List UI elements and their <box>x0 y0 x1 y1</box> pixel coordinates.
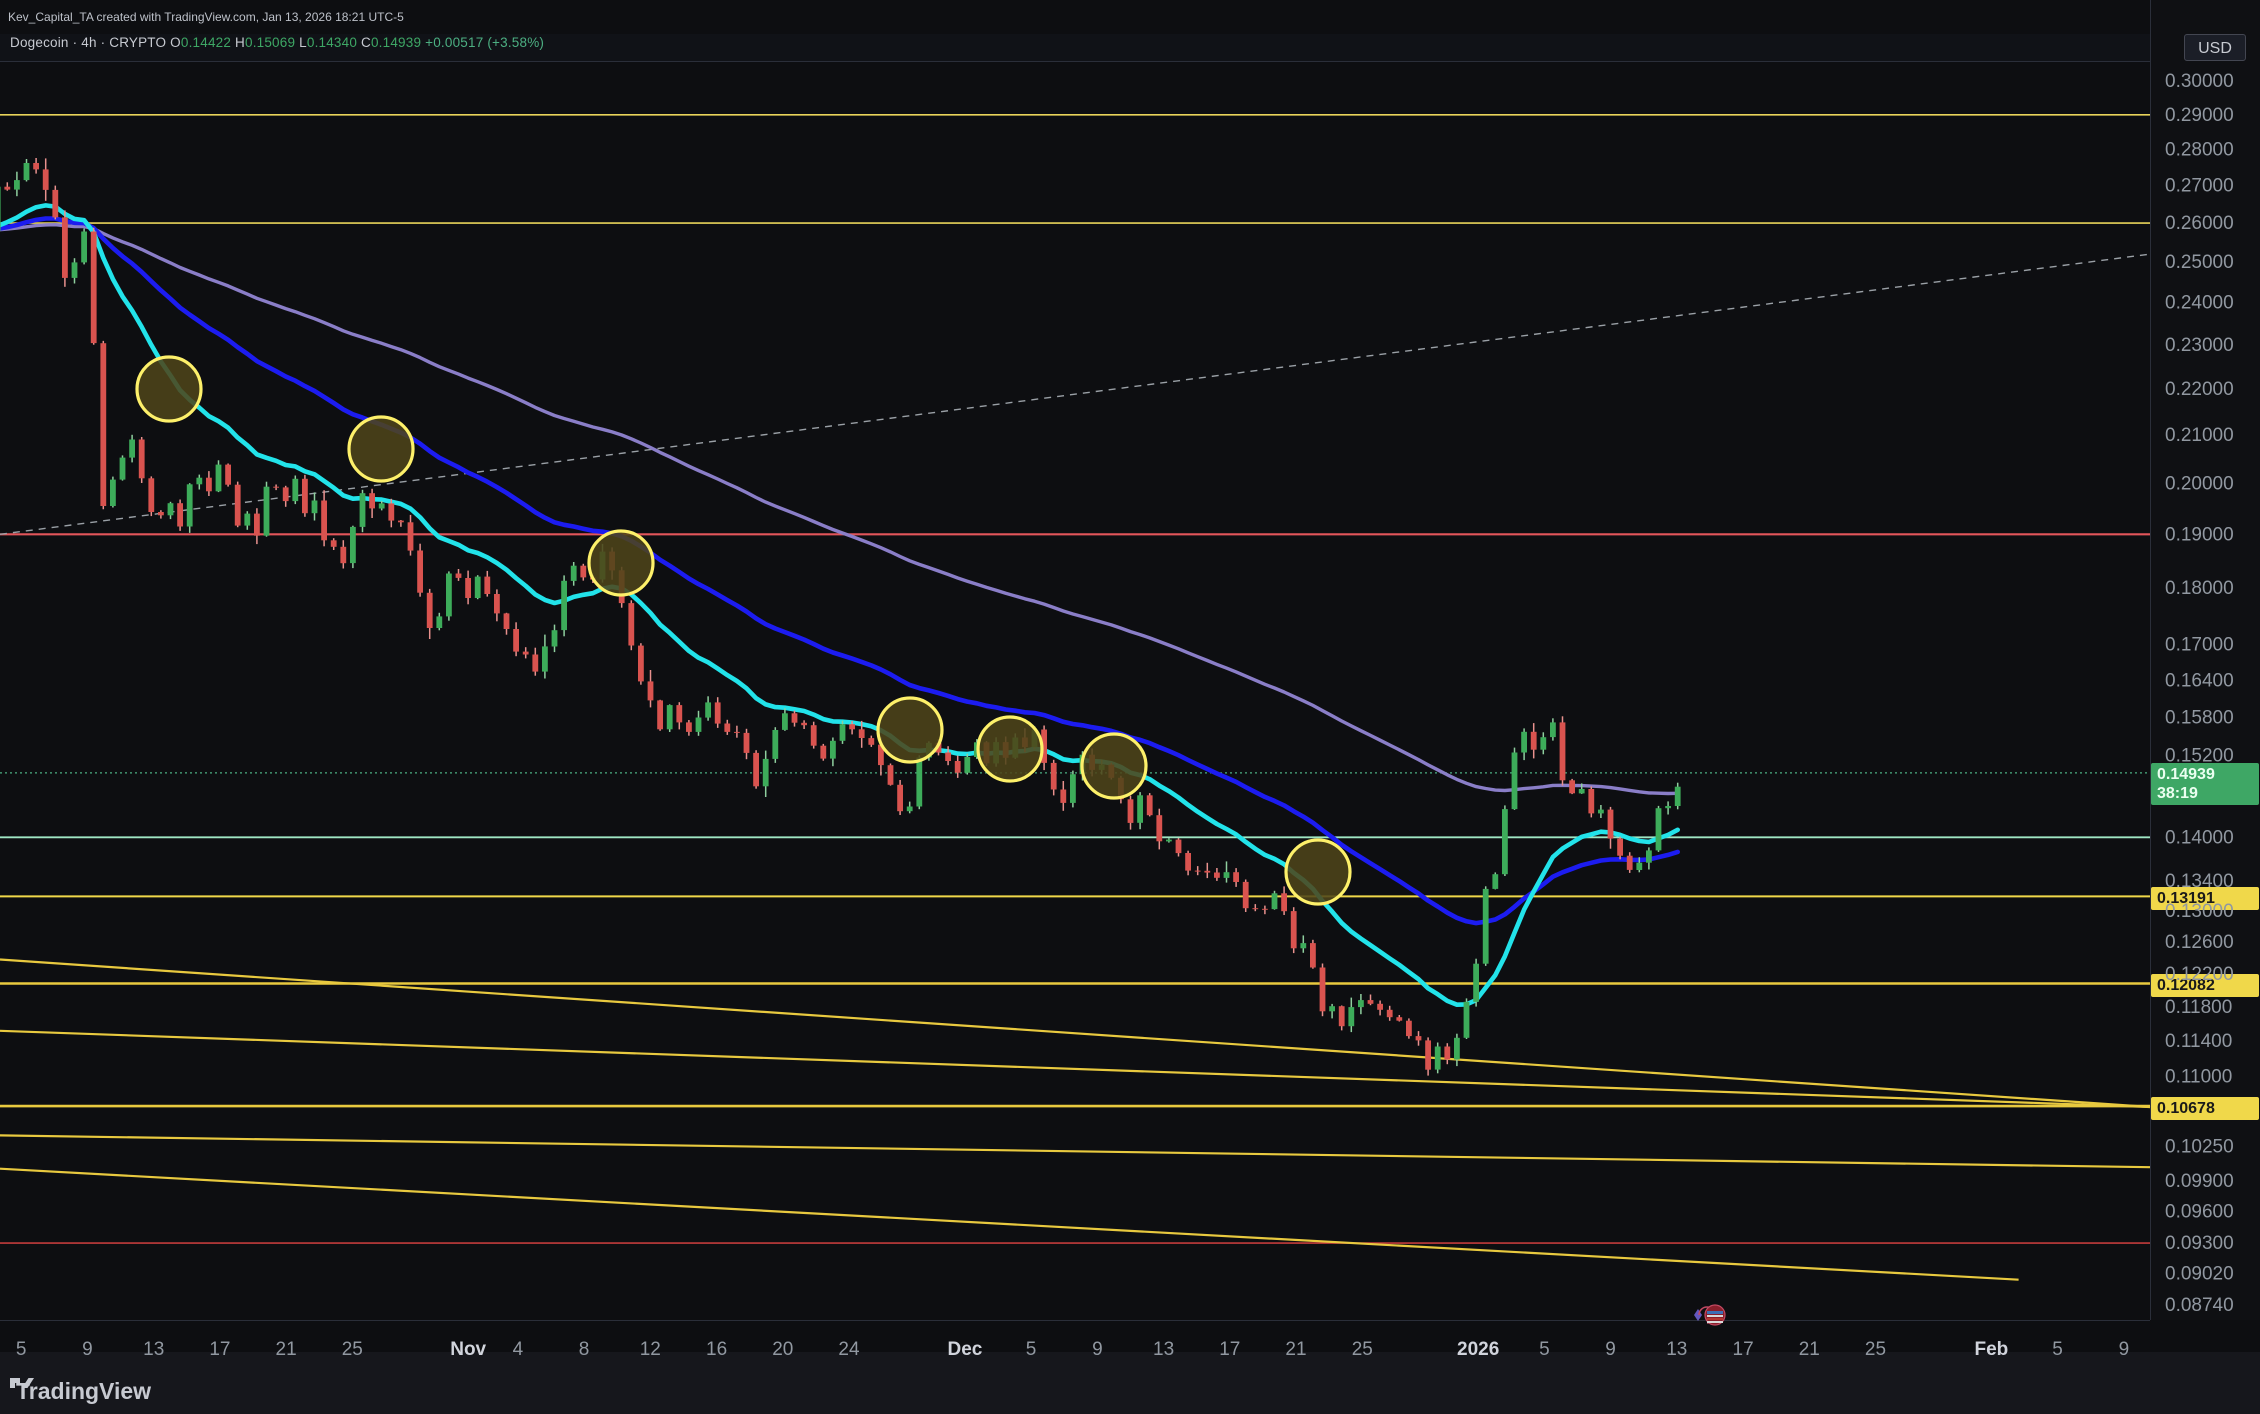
svg-text:0.15800: 0.15800 <box>2165 707 2234 728</box>
svg-text:20: 20 <box>772 1339 793 1360</box>
svg-text:0.17000: 0.17000 <box>2165 635 2234 656</box>
svg-text:16: 16 <box>706 1339 727 1360</box>
svg-text:0.12200: 0.12200 <box>2165 964 2234 985</box>
svg-text:25: 25 <box>1865 1339 1886 1360</box>
svg-text:17: 17 <box>1219 1339 1240 1360</box>
svg-text:0.29000: 0.29000 <box>2165 105 2234 126</box>
svg-text:0.09900: 0.09900 <box>2165 1171 2234 1192</box>
svg-text:0.16400: 0.16400 <box>2165 670 2234 691</box>
svg-text:12: 12 <box>640 1339 661 1360</box>
svg-text:Nov: Nov <box>450 1339 486 1360</box>
svg-text:0.28000: 0.28000 <box>2165 140 2234 161</box>
svg-text:5: 5 <box>2052 1339 2063 1360</box>
svg-text:0.24000: 0.24000 <box>2165 293 2234 314</box>
svg-text:17: 17 <box>209 1339 230 1360</box>
svg-text:0.13400: 0.13400 <box>2165 871 2234 892</box>
svg-text:0.09600: 0.09600 <box>2165 1202 2234 1223</box>
svg-text:0.25000: 0.25000 <box>2165 252 2234 273</box>
svg-text:0.26000: 0.26000 <box>2165 213 2234 234</box>
svg-text:25: 25 <box>1352 1339 1373 1360</box>
svg-text:9: 9 <box>82 1339 93 1360</box>
svg-text:8: 8 <box>579 1339 590 1360</box>
svg-text:0.22000: 0.22000 <box>2165 379 2234 400</box>
svg-text:9: 9 <box>1605 1339 1616 1360</box>
svg-text:0.30000: 0.30000 <box>2165 71 2234 92</box>
svg-text:9: 9 <box>2119 1339 2130 1360</box>
svg-text:9: 9 <box>1092 1339 1103 1360</box>
svg-text:13: 13 <box>1666 1339 1687 1360</box>
svg-text:0.23000: 0.23000 <box>2165 335 2234 356</box>
svg-text:0.20000: 0.20000 <box>2165 473 2234 494</box>
svg-text:Dec: Dec <box>947 1339 982 1360</box>
svg-text:4: 4 <box>513 1339 524 1360</box>
svg-text:2026: 2026 <box>1457 1339 1499 1360</box>
svg-text:0.09300: 0.09300 <box>2165 1233 2234 1254</box>
svg-text:0.12600: 0.12600 <box>2165 932 2234 953</box>
svg-text:0.11400: 0.11400 <box>2165 1031 2232 1052</box>
svg-text:0.08740: 0.08740 <box>2165 1295 2234 1316</box>
svg-text:0.11800: 0.11800 <box>2165 997 2232 1018</box>
svg-text:Feb: Feb <box>1975 1339 2009 1360</box>
svg-text:5: 5 <box>1539 1339 1550 1360</box>
svg-text:0.14000: 0.14000 <box>2165 827 2234 848</box>
svg-text:0.27000: 0.27000 <box>2165 176 2234 197</box>
svg-text:0.13000: 0.13000 <box>2165 901 2234 922</box>
svg-text:0.19000: 0.19000 <box>2165 524 2234 545</box>
svg-text:24: 24 <box>838 1339 860 1360</box>
svg-text:21: 21 <box>1799 1339 1820 1360</box>
svg-text:25: 25 <box>342 1339 363 1360</box>
svg-text:21: 21 <box>276 1339 297 1360</box>
svg-text:0.15200: 0.15200 <box>2165 746 2234 767</box>
svg-text:0.10250: 0.10250 <box>2165 1137 2234 1158</box>
svg-text:21: 21 <box>1285 1339 1306 1360</box>
svg-text:5: 5 <box>16 1339 27 1360</box>
svg-text:0.11000: 0.11000 <box>2165 1067 2232 1088</box>
svg-text:0.21000: 0.21000 <box>2165 425 2234 446</box>
svg-text:0.09020: 0.09020 <box>2165 1264 2234 1285</box>
svg-text:17: 17 <box>1733 1339 1754 1360</box>
svg-text:0.18000: 0.18000 <box>2165 578 2234 599</box>
svg-text:13: 13 <box>143 1339 164 1360</box>
svg-text:13: 13 <box>1153 1339 1174 1360</box>
svg-text:5: 5 <box>1026 1339 1037 1360</box>
